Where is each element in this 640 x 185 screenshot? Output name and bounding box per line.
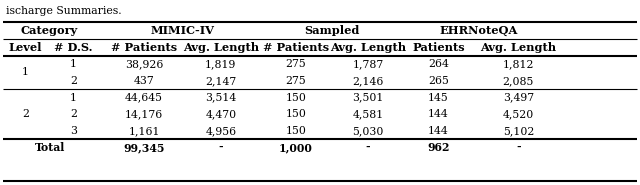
Text: 1,819: 1,819 [205,59,237,69]
Text: 2: 2 [22,109,29,119]
Text: 145: 145 [428,92,449,102]
Text: 2: 2 [70,109,77,119]
Text: Patients: Patients [412,42,465,53]
Text: 275: 275 [285,59,306,69]
Text: Level: Level [9,42,42,53]
Text: 264: 264 [428,59,449,69]
Text: 1,000: 1,000 [279,142,312,153]
Text: 3: 3 [70,126,77,136]
Text: 4,581: 4,581 [353,109,383,119]
Text: 5,030: 5,030 [352,126,384,136]
Text: 1,812: 1,812 [502,59,534,69]
Text: -: - [218,142,223,153]
Text: 3,497: 3,497 [503,92,534,102]
Text: 4,520: 4,520 [503,109,534,119]
Text: Avg. Length: Avg. Length [330,42,406,53]
Text: EHRNoteQA: EHRNoteQA [439,25,518,36]
Text: -: - [365,142,371,153]
Text: 99,345: 99,345 [124,142,164,153]
Text: 44,645: 44,645 [125,92,163,102]
Text: 1,161: 1,161 [128,126,160,136]
Text: 5,102: 5,102 [502,126,534,136]
Text: 2,085: 2,085 [502,76,534,86]
Text: 962: 962 [427,142,450,153]
Text: 150: 150 [285,109,306,119]
Text: 1: 1 [22,68,29,78]
Text: # D.S.: # D.S. [54,42,93,53]
Text: 4,470: 4,470 [205,109,236,119]
Text: 144: 144 [428,109,449,119]
Text: 150: 150 [285,92,306,102]
Text: # Patients: # Patients [111,42,177,53]
Text: 144: 144 [428,126,449,136]
Text: 4,956: 4,956 [205,126,236,136]
Text: 275: 275 [285,76,306,86]
Text: 3,514: 3,514 [205,92,236,102]
Text: 1: 1 [70,92,77,102]
Text: # Patients: # Patients [262,42,329,53]
Text: MIMIC-IV: MIMIC-IV [150,25,214,36]
Text: Avg. Length: Avg. Length [481,42,556,53]
Text: 1,787: 1,787 [353,59,383,69]
Text: 265: 265 [428,76,449,86]
Text: 38,926: 38,926 [125,59,163,69]
Text: Avg. Length: Avg. Length [183,42,259,53]
Text: 150: 150 [285,126,306,136]
Text: 14,176: 14,176 [125,109,163,119]
Text: 437: 437 [134,76,154,86]
Text: -: - [516,142,521,153]
Text: Sampled: Sampled [304,25,360,36]
Text: 2,147: 2,147 [205,76,236,86]
Text: 2: 2 [70,76,77,86]
Text: Total: Total [35,142,65,153]
Text: ischarge Summaries.: ischarge Summaries. [6,6,122,16]
Text: 2,146: 2,146 [352,76,384,86]
Text: 3,501: 3,501 [352,92,384,102]
Text: 1: 1 [70,59,77,69]
Text: Category: Category [21,25,78,36]
